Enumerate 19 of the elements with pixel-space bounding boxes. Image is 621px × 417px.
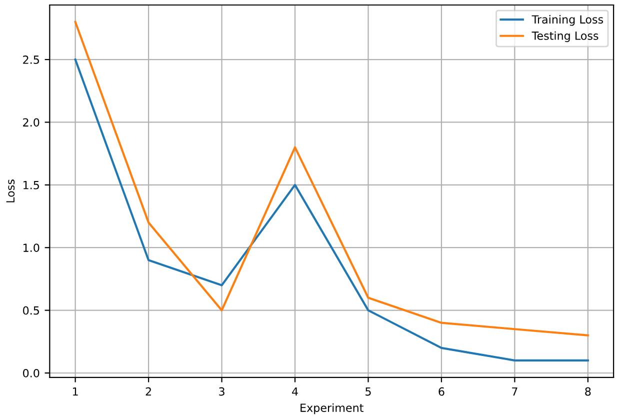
x-tick-label: 2 <box>146 387 151 396</box>
x-tick-label: 5 <box>366 387 371 396</box>
legend-label: Training Loss <box>532 15 604 26</box>
y-tick-label: 2.0 <box>23 118 40 127</box>
x-tick-label: 3 <box>219 387 224 396</box>
line-series <box>74 58 589 362</box>
y-tick-label: 0.5 <box>23 306 39 315</box>
y-tick-label: 1.5 <box>24 181 39 190</box>
x-tick-label: 7 <box>512 387 518 396</box>
legend-label: Testing Loss <box>532 31 598 42</box>
y-tick-label: 1.0 <box>24 244 40 252</box>
x-tick-label: 6 <box>438 387 444 396</box>
y-tick-label: 2.5 <box>23 56 39 64</box>
x-axis-title: Experiment <box>300 403 364 414</box>
x-tick-label: 4 <box>292 387 298 396</box>
y-tick-label: 0.0 <box>23 368 40 378</box>
y-axis-title: Loss <box>6 180 15 202</box>
x-tick-label: 8 <box>585 387 591 396</box>
x-tick-label: 1 <box>72 387 78 396</box>
